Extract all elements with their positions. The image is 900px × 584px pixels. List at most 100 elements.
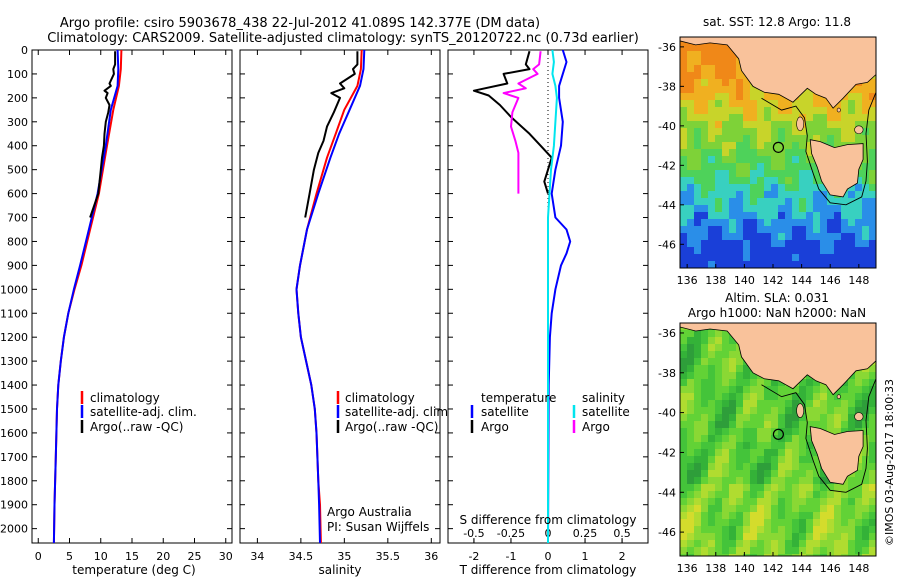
sst-map-cell <box>764 114 772 122</box>
sst-map-cell <box>862 240 870 248</box>
sla-map-cell <box>813 540 821 548</box>
sst-map-cell <box>694 72 702 80</box>
sla-map-cell <box>799 512 807 520</box>
sst-map-cell <box>680 219 688 227</box>
sla-map-cell <box>708 554 716 556</box>
temperature-ytick-label: 1400 <box>0 379 28 392</box>
sst-map-cell <box>750 254 758 262</box>
sst-map-cell <box>813 114 821 122</box>
sst-map-cell <box>806 142 814 150</box>
sla-map-cell <box>701 337 709 345</box>
salinity-series-argo-raw-qc <box>304 51 359 218</box>
sla-map-cell <box>729 512 737 520</box>
sst-map-cell <box>750 212 758 220</box>
sst-map-cell <box>855 226 863 234</box>
sst-map-cell <box>806 219 814 227</box>
sst-map-cell <box>701 93 709 101</box>
sla-map-cell <box>736 526 744 534</box>
sst-map-cell <box>813 184 821 192</box>
sla-map-cell <box>708 512 716 520</box>
sst-map-cell <box>792 226 800 234</box>
sla-map-cell <box>862 519 870 527</box>
sla-map-cell <box>855 498 863 506</box>
sst-map-cell <box>722 65 730 73</box>
sst-map-cell <box>869 205 876 213</box>
sst-map-cell <box>806 121 814 129</box>
temperature-xtick-label: 10 <box>94 550 108 563</box>
sla-map-cell <box>750 414 758 422</box>
sla-map-cell <box>799 421 807 429</box>
sla-map-cell <box>862 477 870 485</box>
sla-map-cell <box>757 533 765 541</box>
temperature-xtick-label: 20 <box>156 550 170 563</box>
sla-map-cell <box>736 484 744 492</box>
difference-xtick-label: -1 <box>505 550 516 563</box>
sst-map-cell <box>785 128 793 136</box>
salinity-legend-climatology: climatology <box>345 391 415 405</box>
sla-map-cell <box>694 449 702 457</box>
sla-map-cell <box>701 547 709 555</box>
sla-map-cell <box>729 484 737 492</box>
difference-legend-temperature-heading: temperature <box>481 391 556 405</box>
sla-map-cell <box>708 547 716 555</box>
sla-map-cell <box>764 526 772 534</box>
sst-map-cell <box>771 114 779 122</box>
sla-map-cell <box>715 386 723 394</box>
sst-map-cell <box>792 254 800 262</box>
sst-map-cell <box>701 226 709 234</box>
sla-map-cell <box>687 554 695 556</box>
sla-map-cell <box>813 456 821 464</box>
sst-map-cell <box>757 135 765 143</box>
sst-map-cell <box>750 107 758 115</box>
sla-map-cell <box>771 400 779 408</box>
temperature-legend: climatology satellite-adj. clim. Argo(..… <box>80 391 197 434</box>
sla-map-cell <box>827 393 835 401</box>
sla-map-cell <box>841 400 849 408</box>
sla-map-cell <box>743 449 751 457</box>
sla-map-cell <box>820 484 828 492</box>
sla-map-cell <box>820 393 828 401</box>
sst-map-cell <box>750 205 758 213</box>
sla-map-cell <box>715 533 723 541</box>
sst-map-cell <box>729 261 737 268</box>
sst-map-xtick-label: 136 <box>677 274 698 287</box>
sla-map-cell <box>701 421 709 429</box>
sst-map-ytick-label: -42 <box>658 159 676 172</box>
sst-map-cell <box>743 79 751 87</box>
sla-map-cell <box>771 484 779 492</box>
sst-map-cell <box>722 79 730 87</box>
sla-map-cell <box>764 386 772 394</box>
sla-map-cell <box>715 512 723 520</box>
sst-map-cell <box>827 219 835 227</box>
sst-map-cell <box>771 156 779 164</box>
sst-map-cell <box>799 107 807 115</box>
sst-map-cell <box>841 261 849 268</box>
sla-map-cell <box>820 547 828 555</box>
sst-map-cell <box>715 51 723 59</box>
sla-map-cell <box>736 554 744 556</box>
sst-map-cell <box>771 219 779 227</box>
sst-map-cell <box>813 135 821 143</box>
sla-map-cell <box>771 505 779 513</box>
sla-map-cell <box>743 491 751 499</box>
difference-x2tick-label: -0.5 <box>463 527 484 540</box>
sla-map-cell <box>729 414 737 422</box>
sla-map-cell <box>694 337 702 345</box>
sla-map-cell <box>799 414 807 422</box>
sst-map-cell <box>834 135 842 143</box>
sst-map-cell <box>855 219 863 227</box>
sla-map-panel: Altim. SLA: 0.031 Argo h1000: NaN h2000:… <box>658 291 877 575</box>
sla-map-cell <box>694 554 702 556</box>
sla-map-cell <box>701 456 709 464</box>
sst-map-cell <box>715 79 723 87</box>
sla-map-cell <box>680 344 688 352</box>
sst-map-cell <box>701 191 709 199</box>
sla-map-cell <box>827 491 835 499</box>
sst-map-cell <box>750 156 758 164</box>
sst-map-cell <box>827 198 835 206</box>
sst-map-cell <box>680 121 688 129</box>
sla-map-cell <box>680 379 688 387</box>
sla-map-cell <box>855 491 863 499</box>
sst-map-cell <box>729 58 737 66</box>
sst-map-cell <box>743 156 751 164</box>
